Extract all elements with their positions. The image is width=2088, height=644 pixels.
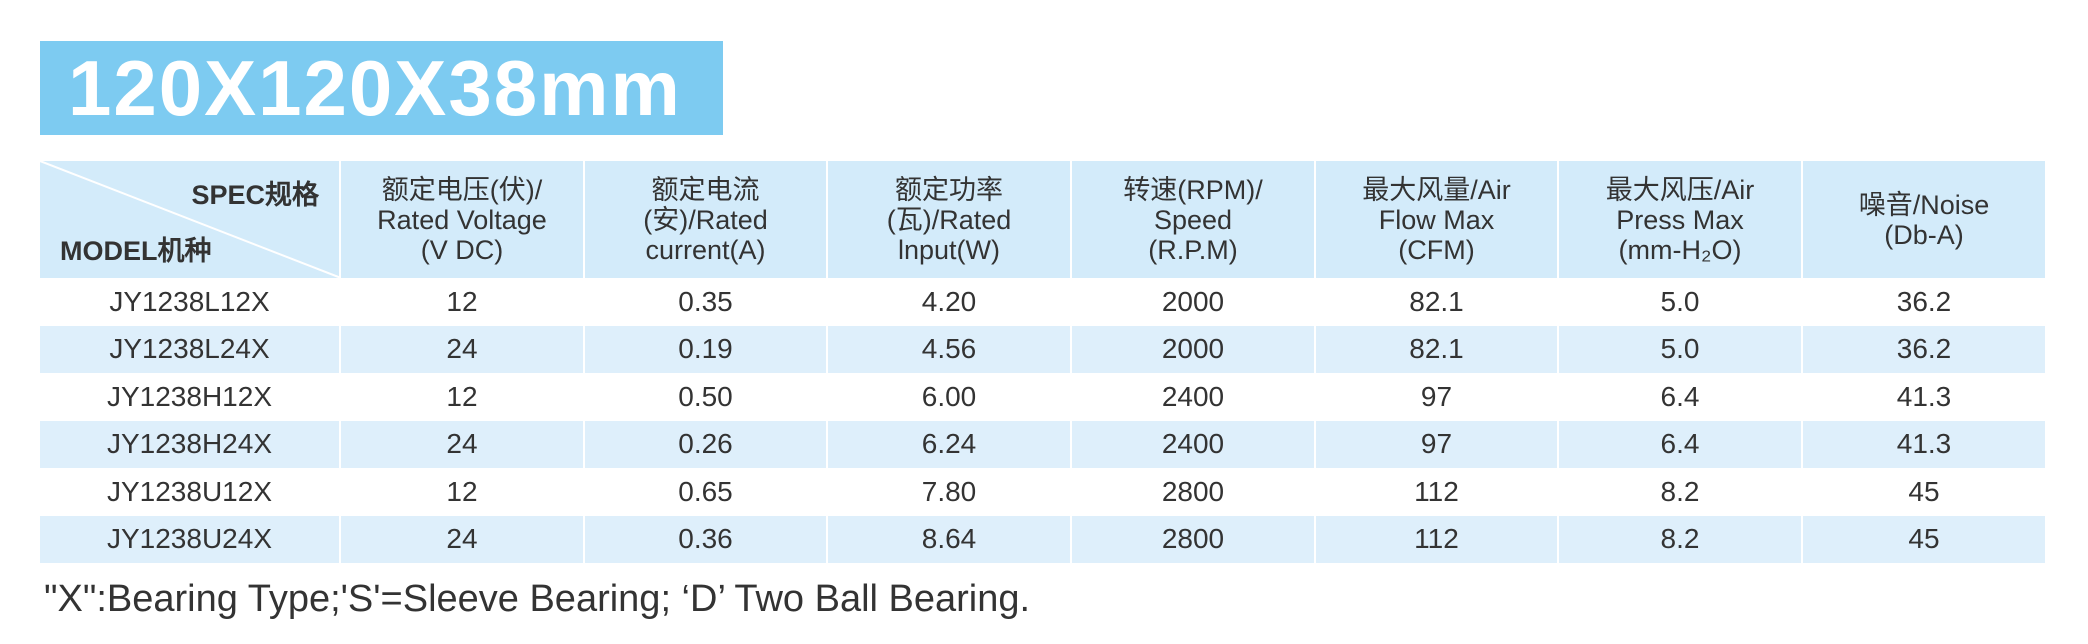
data-cell: 4.20 (828, 278, 1072, 326)
data-cell: 112 (1316, 515, 1559, 563)
data-cell: 82.1 (1316, 325, 1559, 373)
header-line: 噪音/Noise (1858, 189, 1990, 220)
header-line: 最大风量/Air (1362, 174, 1511, 205)
data-cell: 45 (1803, 515, 2047, 563)
data-cell: 24 (341, 515, 585, 563)
footnote: "X":Bearing Type;'S'=Sleeve Bearing; ‘D’… (44, 578, 1031, 620)
title-banner: 120X120X38mm (40, 41, 723, 135)
data-cell: 5.0 (1559, 325, 1803, 373)
header-line: (mm-H₂O) (1618, 234, 1742, 265)
header-line: (R.P.M) (1148, 234, 1238, 265)
data-cell: 24 (341, 325, 585, 373)
data-cell: JY1238U24X (40, 515, 341, 563)
data-cell: 0.36 (585, 515, 828, 563)
header-line: (Db-A) (1884, 219, 1964, 250)
data-cell: 36.2 (1803, 325, 2047, 373)
header-cell: 额定电压(伏)/Rated Voltage (V DC) (341, 161, 585, 278)
data-cell: 82.1 (1316, 278, 1559, 326)
data-cell: 4.56 (828, 325, 1072, 373)
data-cell: 6.24 (828, 420, 1072, 468)
data-cell: 5.0 (1559, 278, 1803, 326)
header-line: (V DC) (420, 234, 504, 265)
header-line: Press Max (1616, 204, 1744, 235)
data-cell: 2000 (1072, 278, 1316, 326)
data-cell: 2400 (1072, 373, 1316, 421)
header-line: lnput(W) (897, 234, 1000, 265)
data-cell: 6.00 (828, 373, 1072, 421)
data-cell: 45 (1803, 468, 2047, 516)
data-cell: 41.3 (1803, 373, 2047, 421)
data-cell: JY1238H12X (40, 373, 341, 421)
data-cell: 12 (341, 373, 585, 421)
corner-model: MODEL机种 (60, 236, 212, 266)
data-cell: JY1238L12X (40, 278, 341, 326)
data-cell: 8.2 (1559, 515, 1803, 563)
data-cell: 0.65 (585, 468, 828, 516)
corner-cell: SPEC规格 MODEL机种 (40, 161, 341, 278)
header-line: (瓦)/Rated (886, 204, 1012, 235)
header-line: (安)/Rated (643, 204, 768, 235)
data-cell: 41.3 (1803, 420, 2047, 468)
data-cell: 8.2 (1559, 468, 1803, 516)
header-cell: 最大风量/Air Flow Max (CFM) (1316, 161, 1559, 278)
data-cell: 36.2 (1803, 278, 2047, 326)
data-cell: 8.64 (828, 515, 1072, 563)
header-line: 转速(RPM)/ (1123, 174, 1263, 205)
data-cell: 6.4 (1559, 373, 1803, 421)
header-line: 额定电流 (651, 174, 760, 205)
data-cell: 2000 (1072, 325, 1316, 373)
header-cell: 最大风压/Air Press Max (mm-H₂O) (1559, 161, 1803, 278)
corner-spec: SPEC规格 (191, 180, 319, 210)
header-cell: 额定电流 (安)/Rated current(A) (585, 161, 828, 278)
header-line: Rated Voltage (377, 204, 547, 235)
data-cell: 12 (341, 278, 585, 326)
data-cell: 2800 (1072, 515, 1316, 563)
data-cell: JY1238U12X (40, 468, 341, 516)
header-line: 额定功率 (895, 174, 1003, 205)
header-line: 额定电压(伏)/ (381, 174, 543, 205)
data-cell: 7.80 (828, 468, 1072, 516)
data-cell: JY1238L24X (40, 325, 341, 373)
header-line: (CFM) (1398, 234, 1475, 265)
data-cell: 112 (1316, 468, 1559, 516)
data-cell: JY1238H24X (40, 420, 341, 468)
diagonal (40, 161, 341, 278)
data-cell: 2400 (1072, 420, 1316, 468)
data-cell: 24 (341, 420, 585, 468)
header-line: current(A) (645, 234, 766, 265)
header-cell: 转速(RPM)/Speed (R.P.M) (1072, 161, 1316, 278)
data-cell: 97 (1316, 373, 1559, 421)
header-line: Flow Max (1378, 204, 1495, 235)
header-line: Speed (1153, 204, 1233, 235)
data-cell: 0.19 (585, 325, 828, 373)
data-cell: 0.26 (585, 420, 828, 468)
header-line: 最大风压/Air (1605, 174, 1755, 205)
data-cell: 2800 (1072, 468, 1316, 516)
data-cell: 97 (1316, 420, 1559, 468)
data-cell: 12 (341, 468, 585, 516)
spec-table: SPEC规格 MODEL机种 额定电压(伏)/Rated Voltage (V D… (40, 161, 2047, 563)
data-cell: 0.35 (585, 278, 828, 326)
data-cell: 0.50 (585, 373, 828, 421)
header-cell: 额定功率 (瓦)/Rated lnput(W) (828, 161, 1072, 278)
data-cell: 6.4 (1559, 420, 1803, 468)
header-cell: 噪音/Noise (Db-A) (1803, 161, 2047, 278)
